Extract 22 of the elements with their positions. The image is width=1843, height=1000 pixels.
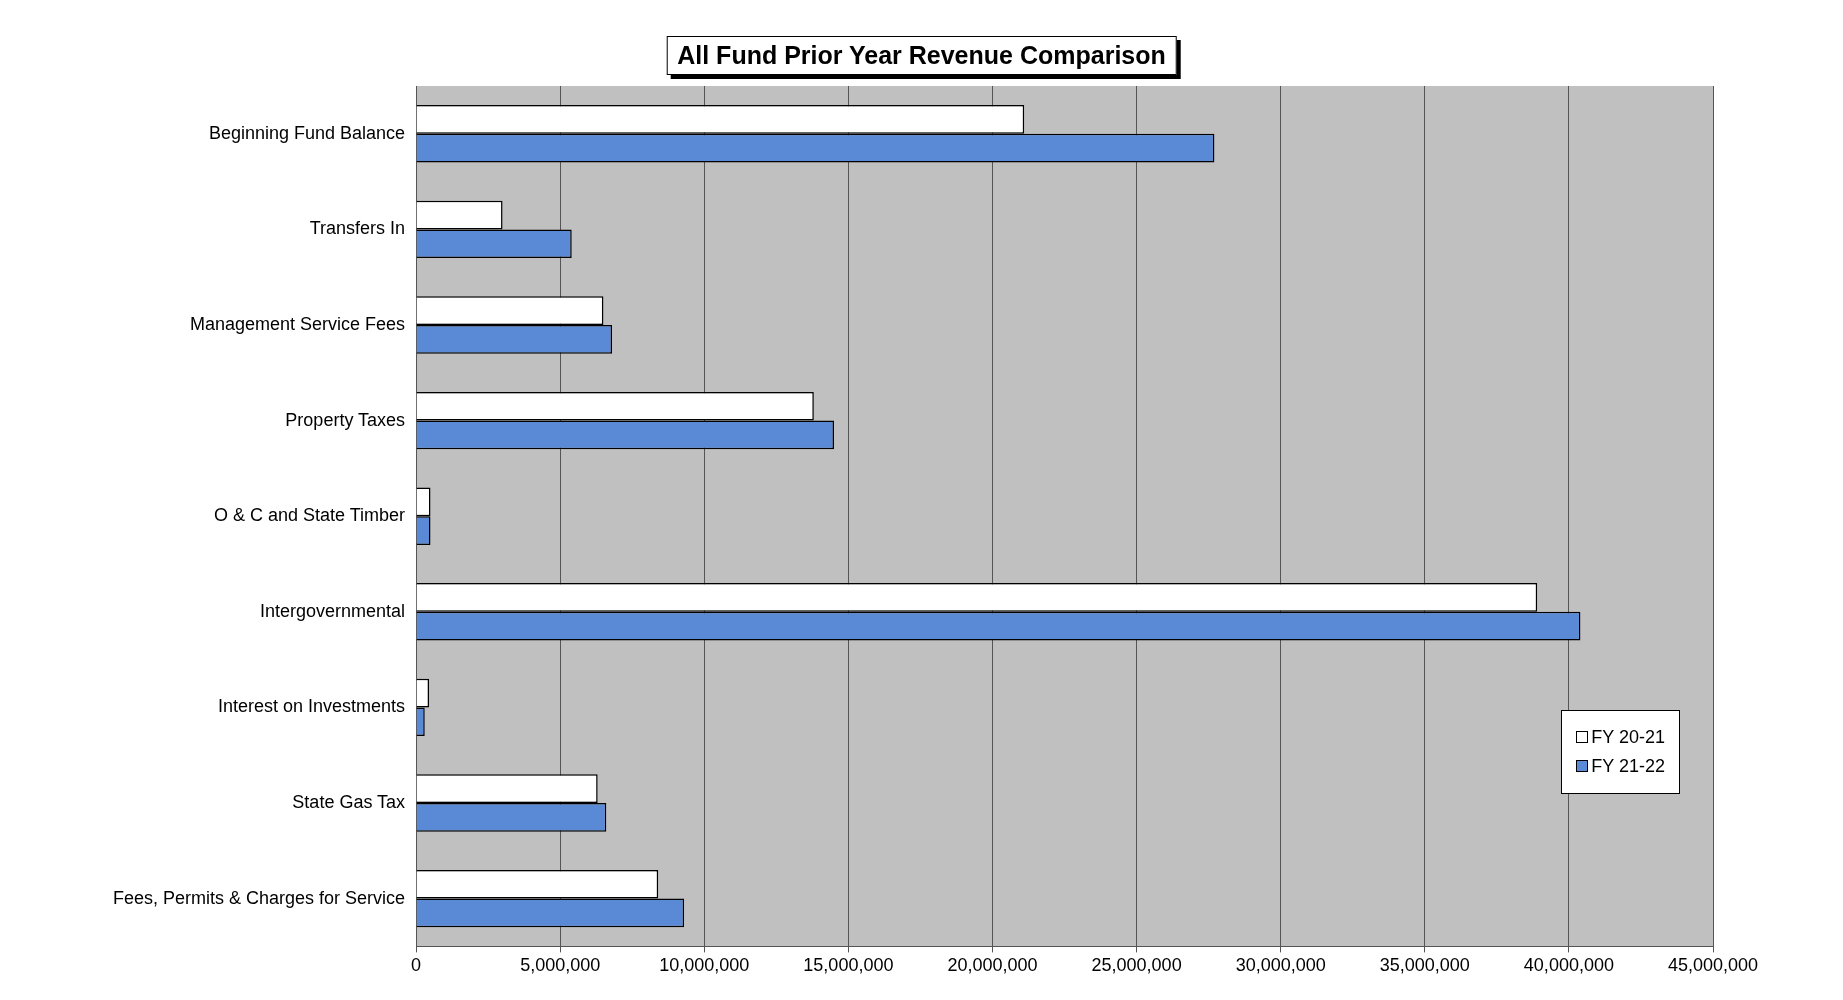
y-tick-label: State Gas Tax	[292, 791, 406, 812]
x-tick-label: 20,000,000	[947, 955, 1038, 976]
x-tick-label: 45,000,000	[1667, 955, 1759, 976]
y-tick-label: Intergovernmental	[260, 600, 406, 621]
x-tick-label: 15,000,000	[803, 955, 894, 976]
x-tick-label: 5,000,000	[520, 955, 601, 976]
y-tick-label: Property Taxes	[285, 409, 406, 430]
x-tick-label: 35,000,000	[1379, 955, 1470, 976]
chart-title: All Fund Prior Year Revenue Comparison	[666, 36, 1177, 75]
x-tick-label: 10,000,000	[659, 955, 750, 976]
x-tick-label: 0	[411, 955, 422, 976]
legend-label: FY 21-22	[1590, 755, 1665, 777]
y-tick-label: Beginning Fund Balance	[208, 122, 406, 143]
x-tick-label: 40,000,000	[1523, 955, 1614, 976]
x-tick-label: 30,000,000	[1235, 955, 1326, 976]
legend-label: FY 20-21	[1590, 726, 1665, 748]
y-tick-label: Transfers In	[309, 218, 406, 239]
y-tick-label: Fees, Permits & Charges for Service	[112, 887, 406, 908]
y-tick-label: O & C and State Timber	[214, 505, 406, 526]
y-tick-label: Management Service Fees	[189, 313, 406, 334]
y-tick-label: Interest on Investments	[218, 696, 406, 717]
x-tick-label: 25,000,000	[1091, 955, 1182, 976]
